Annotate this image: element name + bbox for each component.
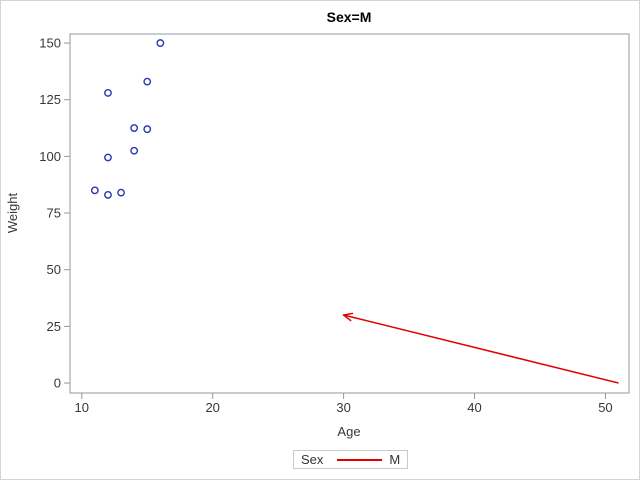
y-tick-label: 100: [39, 149, 61, 164]
data-point: [156, 39, 165, 47]
x-tick-label: 20: [205, 400, 219, 415]
data-point: [130, 146, 139, 155]
x-axis-ticks: 10 20 30 40 50: [75, 393, 613, 415]
legend-entry-label: M: [389, 452, 401, 467]
arrow-head-barb: [342, 314, 352, 322]
chart-title: Sex=M: [327, 9, 372, 25]
y-tick-label: 75: [47, 206, 61, 221]
y-tick-label: 25: [47, 319, 61, 334]
y-tick-label: 50: [47, 262, 61, 277]
legend: Sex M: [293, 450, 408, 469]
y-axis-label: Weight: [5, 193, 20, 234]
scatter-points: [90, 39, 165, 199]
y-tick-label: 150: [39, 36, 61, 51]
arrow-shaft: [343, 314, 619, 384]
arrow-head-barb: [342, 312, 354, 316]
data-point: [143, 125, 152, 134]
legend-line-swatch: [337, 458, 383, 461]
y-tick-label: 125: [39, 92, 61, 107]
x-axis-label: Age: [337, 424, 360, 439]
annotation-arrows: [342, 312, 619, 384]
legend-title: Sex: [301, 452, 324, 467]
data-point: [130, 124, 139, 132]
data-point: [90, 186, 99, 195]
x-tick-label: 10: [75, 400, 89, 415]
y-axis-ticks: 0 25 50 75 100 125 150: [39, 36, 70, 391]
data-point: [104, 191, 112, 199]
data-point: [143, 77, 152, 86]
x-tick-label: 50: [598, 400, 612, 415]
x-tick-label: 40: [467, 400, 481, 415]
data-point: [117, 188, 125, 197]
y-tick-label: 0: [54, 376, 61, 391]
x-tick-label: 30: [336, 400, 350, 415]
data-point: [104, 89, 112, 97]
data-point: [104, 153, 112, 162]
plot-area: [69, 33, 630, 394]
